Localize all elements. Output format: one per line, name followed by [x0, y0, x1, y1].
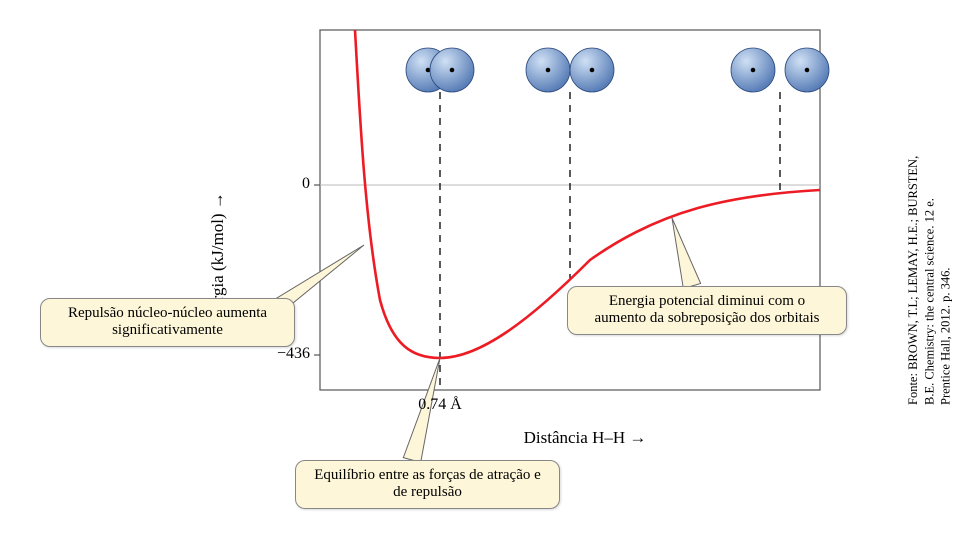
nucleus-dot	[546, 68, 551, 73]
nucleus-dot	[805, 68, 810, 73]
callout-equilibrium: Equilíbrio entre as forças de atração e …	[295, 460, 560, 509]
ytick-label: −436	[277, 345, 310, 363]
citation-line2: Prentice Hall, 2012. p. 346.	[939, 268, 953, 405]
callout-repulsion: Repulsão núcleo-núcleo aumenta significa…	[40, 298, 295, 347]
energy-curve-chart	[0, 0, 960, 540]
atom-pair	[406, 48, 474, 92]
ytick-label: 0	[302, 175, 310, 193]
x-axis-label: Distância H–H →	[524, 428, 647, 448]
citation-line1: Fonte: BROWN, T.L; LEMAY, H.E.; BURSTEN,…	[906, 156, 936, 405]
source-citation: Fonte: BROWN, T.L; LEMAY, H.E.; BURSTEN,…	[905, 135, 954, 405]
nucleus-dot	[450, 68, 455, 73]
xtick-label: 0.74 Å	[418, 396, 462, 414]
atom-pair	[526, 48, 614, 92]
atom-pair	[731, 48, 829, 92]
nucleus-dot	[751, 68, 756, 73]
nucleus-dot	[590, 68, 595, 73]
callout-pointer	[672, 218, 701, 289]
callout-overlap: Energia potencial diminui com o aumento …	[567, 286, 847, 335]
